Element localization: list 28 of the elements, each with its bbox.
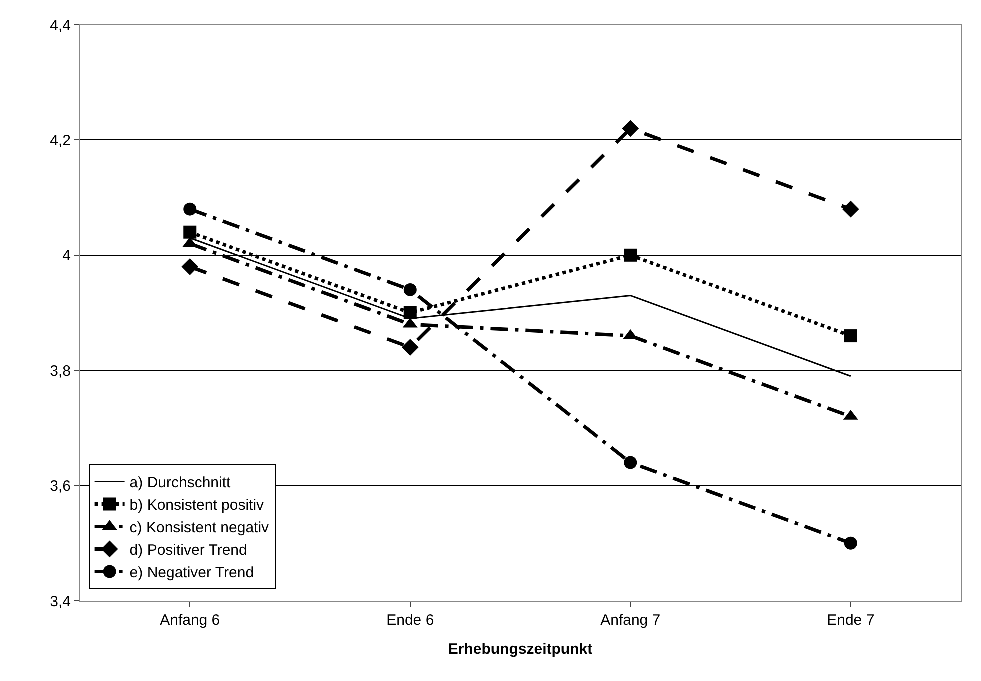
point [182, 258, 199, 276]
y-tick-label: 4 [62, 248, 71, 265]
point [404, 306, 417, 320]
legend-label: b) Konsistent positiv [130, 497, 265, 514]
point [184, 202, 197, 216]
point [624, 248, 638, 262]
y-tick-label: 3,4 [50, 593, 71, 610]
legend-label: a) Durchschnitt [130, 474, 232, 492]
point [624, 456, 638, 470]
y-tick-label: 3,8 [50, 362, 71, 380]
point [844, 330, 858, 343]
x-tick-label: Anfang 6 [160, 612, 220, 629]
point [844, 536, 858, 550]
point [184, 226, 197, 239]
legend-label: c) Konsistent negativ [130, 520, 270, 537]
x-tick-label: Ende 6 [386, 612, 434, 629]
x-tick-label: Ende 7 [827, 612, 875, 629]
point [404, 283, 417, 296]
y-tick-label: 4,2 [50, 132, 71, 150]
x-axis-title: Erhebungszeitpunkt [448, 641, 593, 658]
point [402, 339, 419, 356]
legend-label: d) Positiver Trend [130, 542, 248, 560]
legend-label: e) Negativer Trend [130, 564, 254, 582]
point [842, 200, 860, 218]
point [622, 120, 640, 138]
y-tick-label: 4,4 [50, 17, 71, 34]
x-tick-label: Anfang 7 [600, 612, 661, 629]
y-tick-label: 3,6 [50, 478, 71, 496]
